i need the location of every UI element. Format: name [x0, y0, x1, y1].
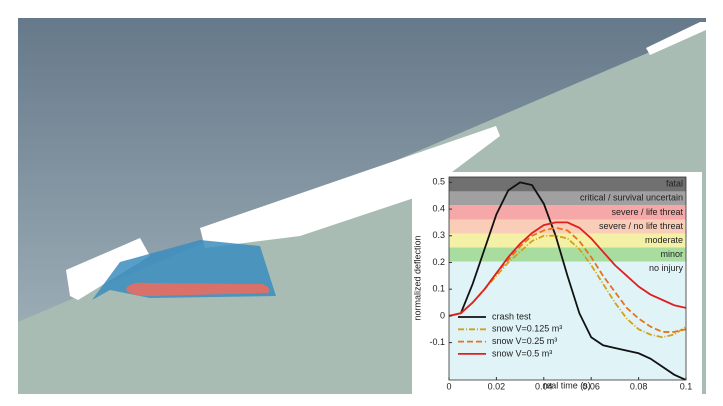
x-tick-label: 0 — [446, 381, 451, 391]
injury-band — [449, 261, 686, 380]
y-tick-label: 0.1 — [432, 284, 445, 294]
y-tick-label: 0.2 — [432, 257, 445, 267]
legend-label: snow V=0.125 m³ — [492, 324, 562, 334]
snow-slab — [646, 22, 706, 55]
band-label: moderate — [645, 235, 683, 245]
band-label: critical / survival uncertain — [580, 193, 683, 203]
band-label: no injury — [649, 263, 684, 273]
series-line — [449, 181, 686, 380]
series-line — [449, 234, 686, 339]
x-tick-label: 0.1 — [680, 381, 693, 391]
series-line — [449, 221, 686, 317]
legend-label: crash test — [492, 311, 532, 321]
y-axis-label: normalized deflection — [412, 235, 422, 320]
x-tick-label: 0.08 — [630, 381, 648, 391]
y-tick-label: 0.3 — [432, 230, 445, 240]
injury-band — [449, 205, 686, 220]
x-axis-label: real time (s) — [543, 380, 591, 390]
band-label: fatal — [666, 178, 683, 188]
y-tick-label: 0.4 — [432, 203, 445, 213]
y-tick-label: 0.5 — [432, 177, 445, 187]
injury-band — [449, 191, 686, 206]
x-tick-label: 0.04 — [535, 381, 553, 391]
band-label: minor — [660, 249, 683, 259]
series-line — [449, 226, 686, 333]
body — [126, 282, 270, 296]
injury-band — [449, 177, 686, 192]
legend-label: snow V=0.25 m³ — [492, 336, 557, 346]
x-tick-label: 0.02 — [488, 381, 506, 391]
legend-label: snow V=0.5 m³ — [492, 348, 552, 358]
x-tick-label: 0.06 — [582, 381, 600, 391]
y-tick-label: 0 — [440, 310, 445, 320]
snow-slab — [66, 238, 150, 300]
injury-band — [449, 233, 686, 248]
snow-slab — [200, 126, 500, 248]
plot-frame — [448, 176, 687, 381]
plot — [449, 177, 686, 380]
injury-band — [449, 219, 686, 234]
y-tick-label: -0.1 — [429, 337, 445, 347]
band-label: severe / life threat — [611, 207, 683, 217]
band-label: severe / no life threat — [599, 221, 684, 231]
